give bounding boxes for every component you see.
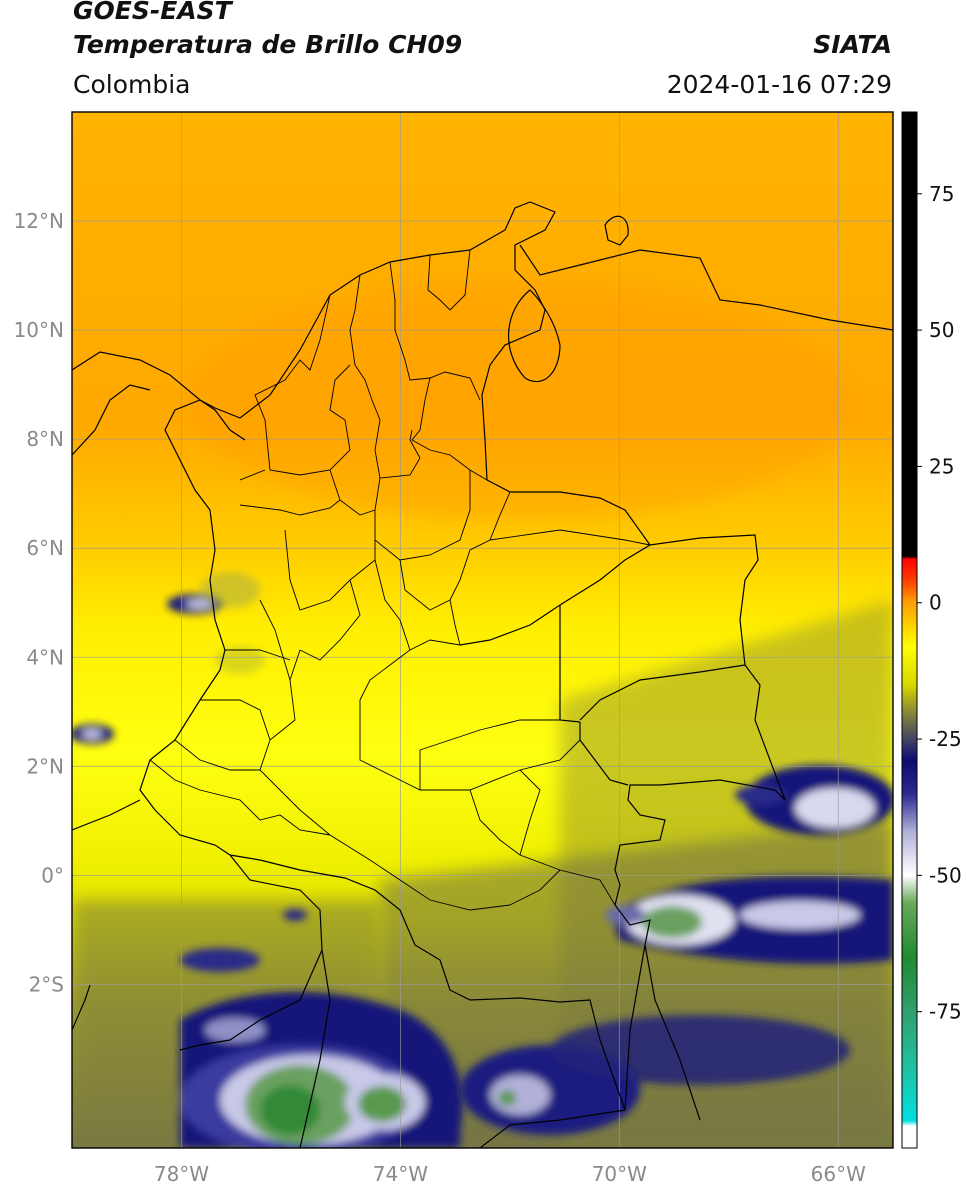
organization-label: SIATA [813,30,892,59]
colorbar [902,112,917,1148]
lon-tick-label: 66°W [811,1162,866,1186]
colorbar-tick-label: 50 [929,318,954,342]
latitude-labels: 12°N 10°N 8°N 6°N 4°N 2°N 0° 2°S [14,209,64,996]
colorbar-tick-label: -25 [929,727,962,751]
lat-tick-label: 2°N [26,754,64,778]
region-label: Colombia [73,70,191,99]
colorbar-tick-label: -50 [929,863,962,887]
lat-tick-label: 6°N [26,536,64,560]
longitude-labels: 78°W 74°W 70°W 66°W [154,1162,866,1186]
colorbar-tick-label: 0 [929,591,942,615]
colorbar-tick-label: 75 [929,182,954,206]
product-title: Temperatura de Brillo CH09 [73,30,463,59]
timestamp-label: 2024-01-16 07:29 [666,70,892,99]
lat-tick-label: 2°S [29,972,64,996]
lon-tick-label: 74°W [373,1162,428,1186]
satellite-title: GOES-EAST [73,0,232,25]
lat-tick-label: 4°N [26,645,64,669]
lon-tick-label: 70°W [592,1162,647,1186]
colorbar-tick-label: -75 [929,1000,962,1024]
lat-tick-label: 0° [41,863,64,887]
colorbar-frame [901,111,918,1149]
imagery-layer [72,112,893,1148]
gridlines [72,112,893,1148]
colorbar-ticks: 75 50 25 0 -25 -50 -75 [917,182,962,1024]
lat-tick-label: 12°N [14,209,64,233]
colombia-border [139,201,786,1111]
colorbar-tick-label: 25 [929,454,954,478]
map-frame [71,111,894,1149]
lat-tick-label: 10°N [14,318,64,342]
boundaries [72,201,893,1148]
lat-tick-label: 8°N [26,427,64,451]
lon-tick-label: 78°W [154,1162,209,1186]
